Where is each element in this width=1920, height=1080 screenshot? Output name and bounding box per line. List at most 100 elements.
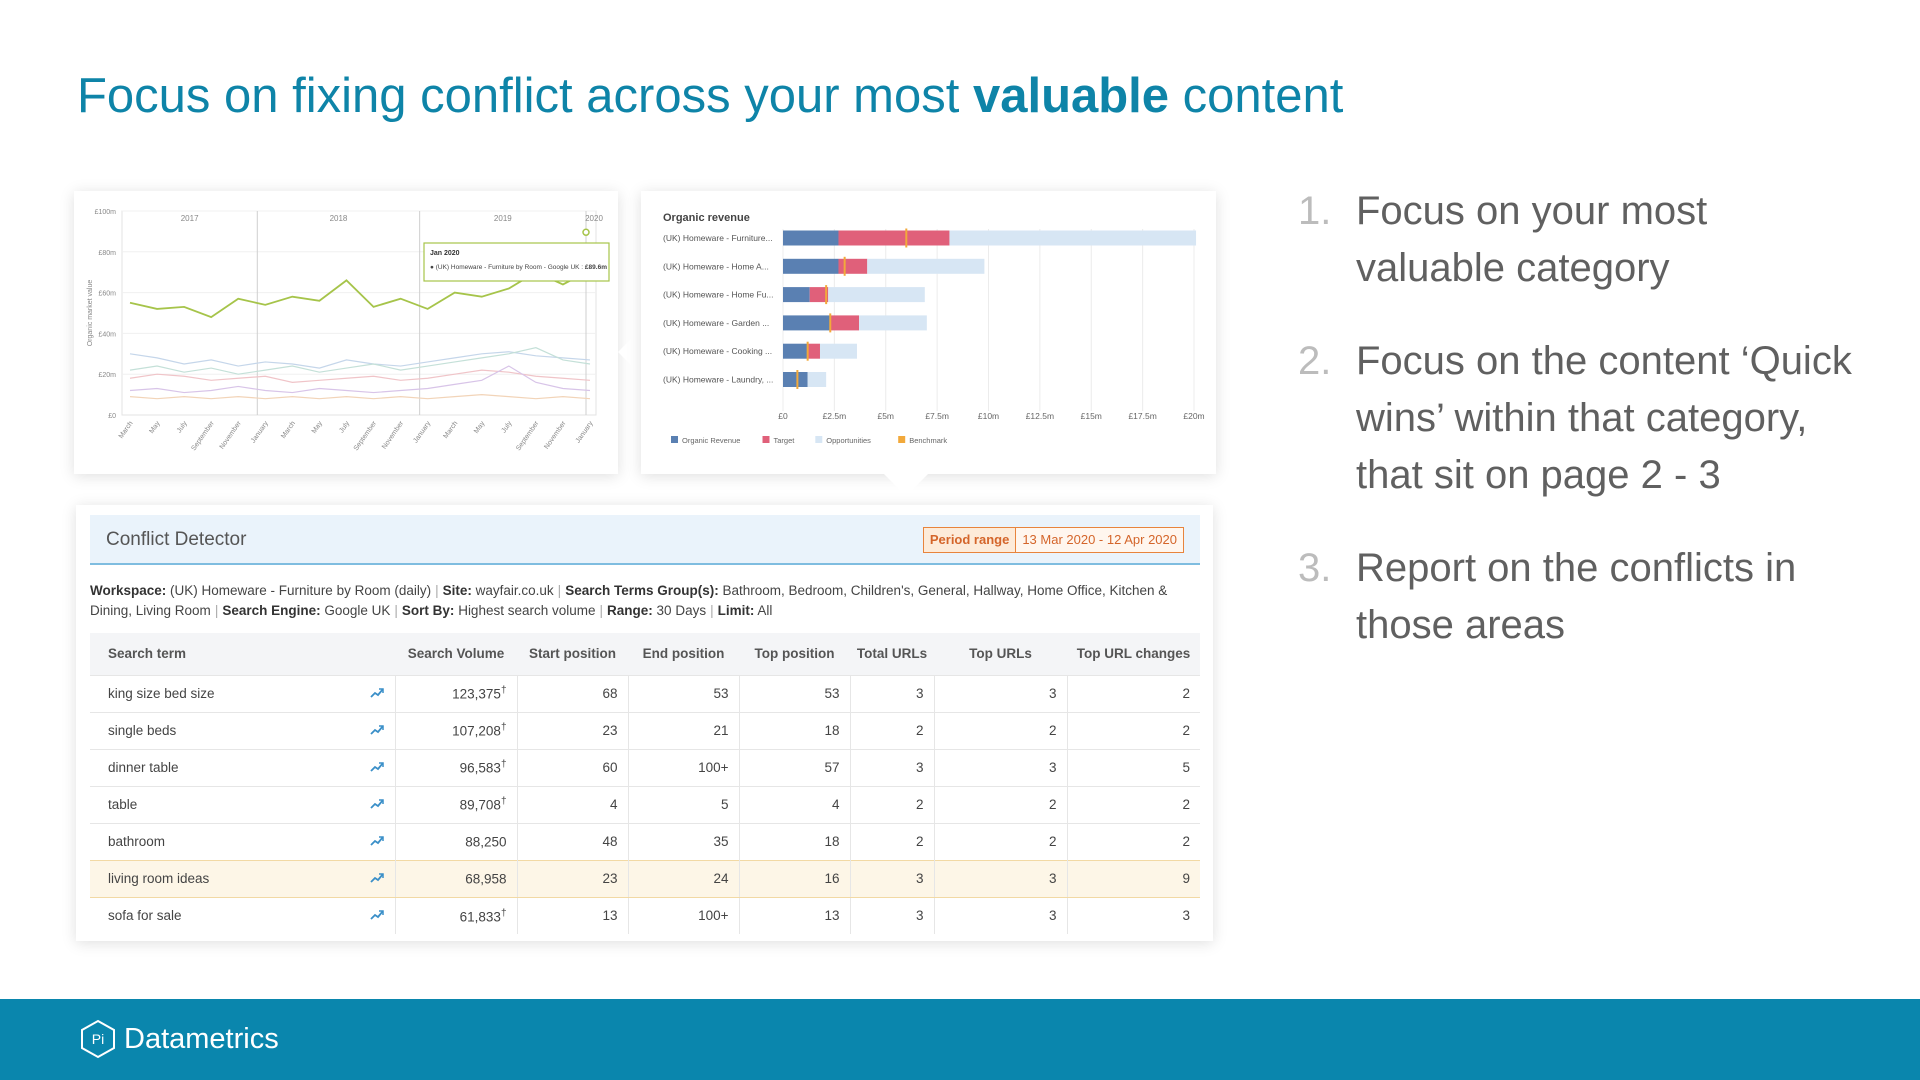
trend-icon[interactable] (359, 711, 395, 749)
table-row[interactable]: single beds 107,208† 23 21 18 2 2 2 (90, 711, 1200, 749)
opportunities-bar (807, 372, 827, 387)
top-value: 18 (824, 723, 840, 738)
changes-value: 3 (1182, 908, 1190, 924)
volume-cell: 68,958 (394, 859, 517, 898)
x-tick-label: £2.5m (823, 411, 847, 421)
col-top-url-changes[interactable]: Top URL changes (1067, 633, 1200, 675)
changes-value: 2 (1182, 834, 1190, 849)
top-value: 16 (824, 871, 840, 886)
highlighted-point (582, 228, 590, 236)
opportunities-bar (949, 230, 1197, 246)
chart-tooltip: Jan 2020 ● (UK) Homeware - Furniture by R… (423, 242, 610, 282)
top-urls-value: 3 (1048, 760, 1057, 775)
total-value: 3 (915, 871, 924, 886)
target-bar (809, 287, 829, 303)
top-value: 18 (824, 834, 840, 849)
top-value: 13 (824, 908, 840, 924)
top-value: 53 (824, 686, 840, 701)
period-range-badge[interactable]: Period range 13 Mar 2020 - 12 Apr 2020 (922, 527, 1184, 553)
col-top-position[interactable]: Top position (739, 633, 850, 675)
meta-value: Bathroom, Bedroom, Children's, General, … (90, 583, 1168, 618)
meta-separator: | (557, 583, 562, 598)
table-row[interactable]: sofa for sale 61,833† 13 100+ 13 3 3 3 (90, 896, 1200, 934)
meta-label: Sort By: (401, 603, 455, 618)
changes-cell: 2 (1066, 822, 1200, 860)
end-value: 100+ (698, 908, 729, 924)
x-tick-label: January (250, 420, 270, 445)
end-cell: 5 (627, 785, 739, 823)
x-tick-label: £5m (877, 411, 894, 421)
estimate-dagger: † (500, 759, 507, 771)
total-cell: 2 (849, 785, 934, 823)
table-row[interactable]: bathroom 88,250 48 35 18 2 2 2 (90, 822, 1200, 860)
table-row[interactable]: living room ideas 68,958 23 24 16 3 3 9 (90, 859, 1200, 898)
changes-cell: 3 (1066, 896, 1200, 934)
volume-cell: 123,375† (394, 674, 517, 712)
search-term-cell[interactable]: dinner table (90, 748, 359, 786)
end-cell: 100+ (627, 748, 739, 786)
slide-title: Focus on fixing conflict across your mos… (77, 69, 1344, 123)
year-label: 2019 (494, 214, 512, 223)
trend-icon[interactable] (359, 859, 395, 898)
search-term-cell[interactable]: table (90, 785, 359, 823)
table-row[interactable]: dinner table 96,583† 60 100+ 57 3 3 5 (90, 748, 1200, 786)
opportunities-bar (828, 287, 925, 303)
end-value: 35 (713, 834, 729, 849)
total-value: 3 (915, 686, 924, 701)
trend-icon[interactable] (359, 748, 395, 786)
start-cell: 13 (516, 896, 628, 934)
trend-icon[interactable] (359, 674, 395, 712)
end-value: 5 (720, 797, 729, 812)
category-label: (UK) Homeware - Garden ... (663, 318, 769, 328)
col-top-urls[interactable]: Top URLs (934, 633, 1067, 675)
changes-cell: 9 (1066, 859, 1200, 898)
main-series-line (129, 269, 591, 319)
volume-value: 88,250 (465, 834, 507, 850)
col-search-volume[interactable]: Search Volume (395, 633, 517, 675)
search-term-cell[interactable]: living room ideas (90, 859, 359, 898)
tooltip-series: ● (UK) Homeware - Furniture by Room - Go… (430, 264, 607, 271)
organic-revenue-bar (783, 315, 831, 331)
start-cell: 23 (516, 711, 628, 749)
trend-icon[interactable] (359, 822, 395, 860)
period-range-label: Period range (923, 528, 1017, 552)
col-end-position[interactable]: End position (628, 633, 739, 675)
meta-value: Google UK (320, 603, 391, 618)
top-urls-cell: 3 (933, 896, 1067, 934)
meta-value: wayfair.co.uk (471, 583, 554, 598)
changes-cell: 2 (1066, 785, 1200, 823)
trend-icon[interactable] (359, 785, 395, 823)
bar-chart-title: Organic revenue (663, 212, 750, 224)
y-tick-label: £20m (98, 372, 116, 379)
search-term-cell[interactable]: sofa for sale (90, 896, 359, 934)
x-tick-label: July (501, 420, 514, 435)
x-tick-label: May (473, 420, 487, 435)
top-value: 4 (831, 797, 840, 812)
search-term-cell[interactable]: bathroom (90, 822, 359, 860)
trend-icon[interactable] (359, 896, 395, 934)
table-row[interactable]: king size bed size 123,375† 68 53 53 3 3 2 (90, 674, 1200, 712)
end-value: 100+ (698, 760, 729, 775)
category-label: (UK) Homeware - Cooking ... (663, 346, 772, 356)
table-row[interactable]: table 89,708† 4 5 4 2 2 2 (90, 785, 1200, 823)
changes-value: 5 (1182, 760, 1190, 775)
top-urls-cell: 2 (933, 822, 1067, 860)
search-term-cell[interactable]: king size bed size (90, 674, 359, 712)
x-tick-label: £7.5m (925, 411, 949, 421)
col-search-term[interactable]: Search term (90, 633, 395, 675)
top-cell: 18 (738, 822, 850, 860)
x-tick-label: March (118, 420, 135, 440)
organic-revenue-bar (783, 343, 808, 359)
top-urls-cell: 3 (933, 859, 1067, 898)
volume-value: 61,833 (459, 909, 501, 924)
col-start-position[interactable]: Start position (517, 633, 628, 675)
col-total-urls[interactable]: Total URLs (850, 633, 934, 675)
total-cell: 3 (849, 674, 934, 712)
meta-value: 30 Days (652, 603, 707, 618)
footer-bar: Pi Datametrics (0, 999, 1920, 1080)
meta-label: Search Terms Group(s): (565, 583, 719, 598)
legend-label: Organic Revenue (682, 436, 740, 445)
x-tick-label: March (280, 420, 297, 440)
search-term-cell[interactable]: single beds (90, 711, 359, 749)
end-cell: 24 (627, 859, 739, 898)
